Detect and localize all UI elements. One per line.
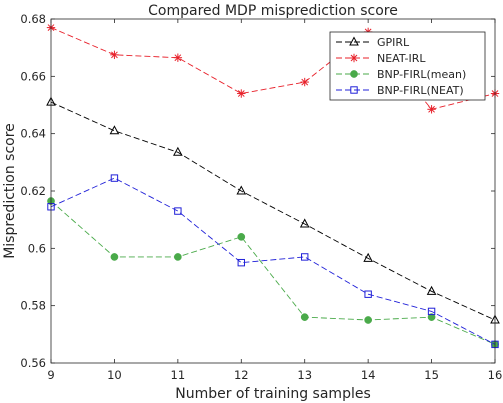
series-3-point-2 [110, 253, 119, 261]
series-2-point-5-stroke-d2 [301, 78, 309, 86]
y-tick-label-5: 0.64 [20, 127, 46, 141]
y-tick-label-3: 0.6 [28, 241, 46, 255]
series-4-point-7 [427, 307, 436, 316]
legend-swatch-marker-2-stroke-d2 [350, 54, 358, 62]
series-2-point-3 [173, 53, 183, 62]
series-3-point-4 [237, 233, 246, 241]
series-3-line [50, 200, 496, 345]
series-2-point-4 [237, 89, 246, 98]
x-tick-label-2: 10 [107, 368, 122, 382]
series-3-point-5 [300, 313, 309, 321]
series-2-point-7-stroke-d2 [428, 105, 435, 113]
series-1-point-6 [363, 252, 373, 262]
x-axis-title: Number of training samples [175, 386, 371, 402]
axes-layer: 9 10 11 12 13 14 15 16 0.56 0.58 0.6 0.62 0.64 0.66 0.… [20, 12, 502, 382]
y-axis-title: Misprediction score [2, 123, 18, 259]
series-2-point-7 [427, 105, 436, 114]
legend-box [329, 31, 486, 101]
y-tick-label-1: 0.56 [20, 356, 46, 370]
series-1-point-5 [299, 218, 310, 228]
y-tick-label-2: 0.58 [20, 299, 46, 313]
series-1-point-2 [109, 125, 120, 135]
legend-label-4: BNP-FIRL(NEAT) [377, 84, 464, 97]
series-2-point-5 [300, 77, 309, 87]
y-tick-label-7: 0.68 [20, 12, 46, 26]
series-1-line [50, 101, 496, 321]
series-3-point-7 [427, 313, 436, 321]
chart-title: Compared MDP misprediction score [148, 3, 398, 19]
series-2-point-2 [110, 50, 119, 60]
series-3-point-6 [364, 316, 372, 324]
series-2-point-3-stroke-d2 [174, 54, 182, 62]
legend-swatch-marker-2 [349, 53, 359, 63]
legend-label-2: NEAT-IRL [377, 52, 426, 65]
series-4-point-4 [237, 258, 245, 267]
series-3 [47, 197, 499, 349]
series-4-point-2 [110, 174, 119, 182]
legend-swatch-marker-1 [349, 36, 359, 46]
x-tick-label-5: 13 [297, 368, 312, 382]
legend-item-1: GPIRL [336, 36, 410, 49]
series-3-point-3 [174, 253, 182, 261]
legend-label-3: BNP-FIRL(mean) [377, 68, 466, 81]
series-4-point-6 [364, 290, 372, 298]
series-1-point-7 [426, 285, 437, 295]
series-2-point-4-stroke-d2 [237, 90, 245, 97]
series-layer [46, 23, 500, 349]
series-1-point-4 [236, 185, 247, 195]
legend-item-2: NEAT-IRL [336, 52, 426, 65]
x-tick-label-1: 9 [47, 368, 54, 382]
y-tick-label-4: 0.62 [20, 184, 46, 198]
legend-label-1: GPIRL [377, 36, 410, 49]
legend-item-3: BNP-FIRL(mean) [336, 68, 466, 81]
series-4-point-3 [174, 207, 182, 215]
x-tick-label-8: 16 [488, 368, 503, 382]
x-tick-label-4: 12 [234, 368, 249, 382]
y-tick-label-6: 0.66 [20, 69, 46, 83]
legend-swatch-marker-4 [350, 86, 358, 94]
series-4-point-5 [301, 253, 309, 261]
legend: GPIRL NEAT-IRL BNP-FIRL(mean) BNP-FIRL(NEAT… [329, 31, 486, 101]
legend-item-4: BNP-FIRL(NEAT) [336, 84, 464, 97]
x-tick-label-3: 11 [171, 368, 186, 382]
series-2-point-2-stroke-d2 [111, 51, 118, 59]
legend-swatch-marker-3 [350, 70, 358, 78]
x-tick-label-6: 14 [361, 368, 376, 382]
series-4-line [50, 177, 496, 345]
x-tick-label-7: 15 [424, 368, 439, 382]
series-1-point-3 [173, 146, 183, 156]
